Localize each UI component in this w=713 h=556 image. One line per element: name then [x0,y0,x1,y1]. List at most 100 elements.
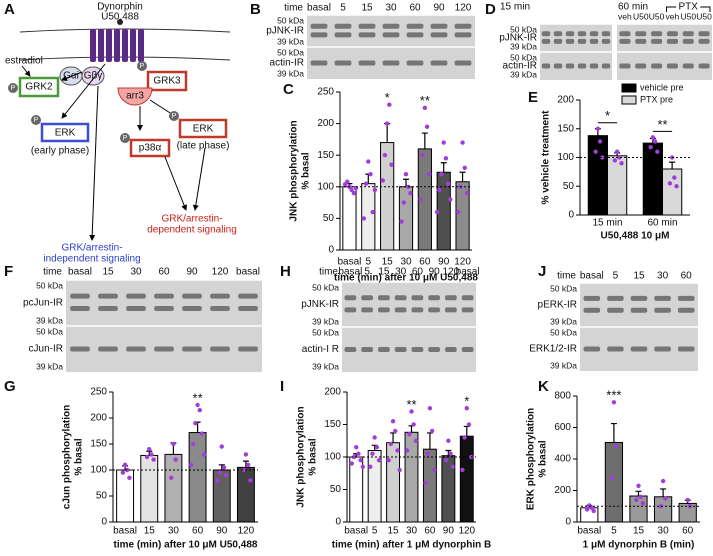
y-tick-label: 0 [565,517,571,528]
data-point [149,452,154,457]
blot-band [70,293,90,299]
marker-label: 50 kDa [510,24,537,34]
blot-band [430,23,448,29]
blot-band [210,306,230,312]
data-point [199,431,205,436]
blot-band [428,307,440,313]
blot-band [310,60,328,66]
y-tick-label: 50 [563,181,575,192]
error-bar [635,490,642,497]
blot-band [541,38,551,44]
lane-label: 30 [130,267,142,278]
significance-label: ** [406,397,416,412]
phospho-label: P [172,113,177,120]
data-point [424,124,430,129]
panel-letter: H [280,263,291,280]
panel-letter: B [250,1,261,18]
data-point [399,219,404,224]
x-tick-label: 60 [682,526,694,537]
blot-band [607,307,624,313]
blot-band [411,295,424,301]
error-bar [610,422,617,443]
blot-band [682,31,694,37]
blot-band [619,31,631,37]
x-tick-label: 5 [372,526,378,537]
significance-label: ** [420,93,430,108]
blot-band [411,347,424,352]
x-axis-label: time (min) after 10 μM U50,488 [334,273,478,284]
x-tick-label: 120 [454,257,471,268]
data-point [354,445,359,450]
lane-label: 30 [657,271,669,282]
data-point [450,464,455,469]
lane-label: basal [307,3,331,14]
y-tick-label: 200 [324,387,341,398]
data-point [356,451,361,456]
blot-band [601,63,611,69]
blot-band [310,32,328,38]
blot-band [411,307,424,313]
data-point [443,156,449,161]
bar [164,453,183,523]
marker-label: 50 kDa [510,52,537,62]
data-point [360,464,366,469]
lane-label: 5 [613,271,619,282]
data-point [397,467,402,473]
x-tick-label: 15 [388,526,400,537]
lane-label: 5 [340,3,346,14]
grk2-label: GRK2 [25,82,53,93]
data-point [215,478,220,483]
blot-band [344,347,357,352]
data-point [636,483,641,488]
blot-band [635,31,647,37]
data-point [427,406,433,411]
data-point [245,462,251,467]
blot-band [406,60,424,66]
error-bar [669,161,676,169]
data-point [219,444,224,449]
blot-band [210,293,230,299]
data-point [420,153,425,158]
data-point [349,187,354,193]
y-tick-label: 50 [96,491,108,502]
data-point [409,409,414,414]
lane-label: 15 [102,267,114,278]
data-point [658,504,664,509]
ligand-label: Dynorphin [97,2,143,13]
data-point [609,475,614,481]
y-axis-label: JNK phosphorylation [296,406,307,507]
data-point [619,161,624,166]
panel-letter: A [4,1,15,18]
significance-label: * [464,394,469,409]
data-point [404,448,410,453]
blot-band [583,346,601,352]
blot-band [154,346,174,352]
row-label: pJNK-IR [266,26,304,37]
x-tick-label: basal [344,526,368,537]
data-point [169,475,174,480]
y-tick-label: 150 [557,123,574,134]
x-tick-label: 5 [366,257,372,268]
y-tick-label: 100 [557,152,574,163]
y-tick-label: 200 [317,118,334,129]
blot-band [666,63,678,69]
blot-band [382,32,400,38]
dependent-label: GRK/arrestin- [161,214,222,225]
phospho-label: P [140,63,145,70]
row-label: pJNK-IR [301,299,339,310]
arrestin-label: arr3 [126,91,144,102]
blot-band [583,307,601,313]
data-point [407,432,412,437]
x-tick-label: 90 [216,526,228,537]
gbg-label: Gβγ [84,71,103,82]
lane-label: 90 [186,267,198,278]
blot-band [654,307,671,313]
marker-label: 50 kDa [550,283,577,293]
row-label: actin-IR [503,61,537,72]
data-point [638,494,643,499]
y-tick-label: 200 [554,485,571,496]
blot-band [630,295,648,301]
data-point [423,480,428,486]
blot-band [430,60,448,66]
blot-band [553,31,563,37]
